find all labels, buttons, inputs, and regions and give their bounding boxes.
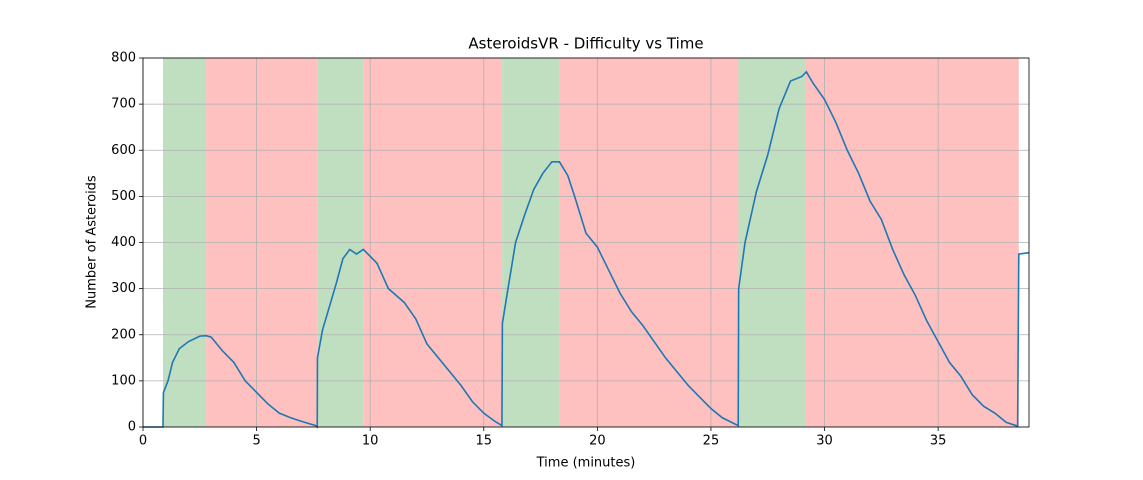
y-tick-label: 200 [111, 327, 136, 342]
x-tick-label: 20 [589, 434, 606, 449]
y-tick-label: 0 [128, 420, 136, 435]
x-tick-label: 5 [252, 434, 260, 449]
y-tick-label: 700 [111, 97, 136, 112]
plot-frame [142, 57, 1030, 428]
y-tick-label: 500 [111, 189, 136, 204]
chart-title: AsteroidsVR - Difficulty vs Time [468, 35, 703, 53]
x-tick-label: 25 [703, 434, 720, 449]
y-tick-label: 600 [111, 143, 136, 158]
x-tick-label: 30 [816, 434, 833, 449]
x-tick-label: 35 [930, 434, 947, 449]
x-axis-label: Time (minutes) [536, 456, 636, 471]
x-tick-label: 15 [475, 434, 492, 449]
x-tick-label: 10 [362, 434, 379, 449]
y-tick-label: 800 [111, 51, 136, 66]
x-tick-label: 0 [139, 434, 147, 449]
line-series [143, 70, 1030, 429]
y-tick-label: 300 [111, 281, 136, 296]
y-axis-label: Number of Asteroids [85, 175, 100, 309]
y-tick-label: 400 [111, 235, 136, 250]
y-tick-label: 100 [111, 373, 136, 388]
